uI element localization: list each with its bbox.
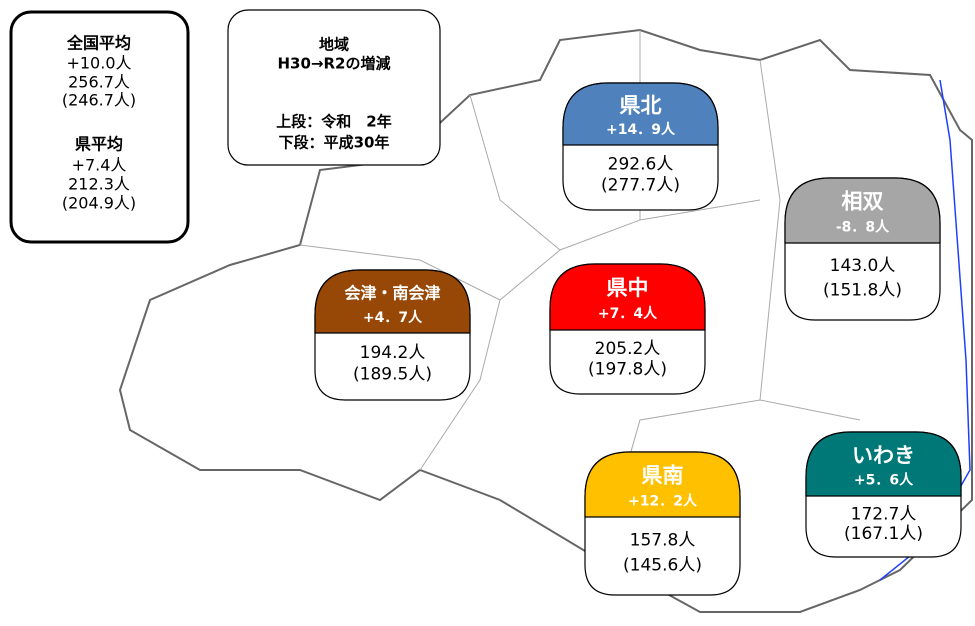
region-header [314,269,471,334]
average-current: 212.3人 [68,175,130,194]
region-change: +7．4人 [598,305,658,322]
region-current: 172.7人 [851,504,917,524]
region-change: +12．2人 [628,492,698,509]
municipal-borders [299,30,861,561]
average-title: 県平均 [75,135,123,154]
legend-title: 地域 [319,36,349,54]
region-change: +4．7人 [363,309,423,326]
region-header [549,263,706,331]
legend-box [227,9,441,166]
region-change: -8．8人 [836,218,890,235]
region-header [562,82,719,146]
average-box [9,10,190,244]
average-change: +10.0人 [66,54,131,73]
region-name: 会津・南会津 [344,283,440,302]
region-previous: (167.1人) [844,524,923,544]
average-previous: (204.9人) [62,194,136,213]
region-previous: (197.8人) [588,360,667,380]
region-current: 157.8人 [630,530,696,550]
region-current: 292.6人 [608,155,674,175]
region-name: 相双 [842,190,884,214]
region-name: 県中 [607,276,649,300]
legend-lower: 下段：平成30年 [279,134,390,152]
average-current: 256.7人 [68,73,130,92]
region-change: +5．6人 [854,472,914,489]
region-current: 143.0人 [830,256,896,276]
region-previous: (277.7人) [601,175,680,195]
average-title: 全国平均 [66,34,131,53]
region-name: いわき [852,443,915,467]
region-header [805,431,962,497]
legend-subtitle: H30→R2の増減 [278,55,391,73]
region-current: 194.2人 [360,343,426,363]
region-previous: (151.8人) [823,281,902,301]
average-change: +7.4人 [72,156,127,175]
region-name: 県南 [642,464,684,488]
region-previous: (189.5人) [353,365,432,385]
average-previous: (246.7人) [62,91,136,110]
region-header [584,451,741,518]
legend-upper: 上段：令和 2年 [276,113,391,131]
region-name: 県北 [620,94,662,118]
region-current: 205.2人 [595,339,661,359]
region-header [784,177,941,244]
region-change: +14．9人 [606,121,676,138]
region-previous: (145.6人) [623,555,702,575]
